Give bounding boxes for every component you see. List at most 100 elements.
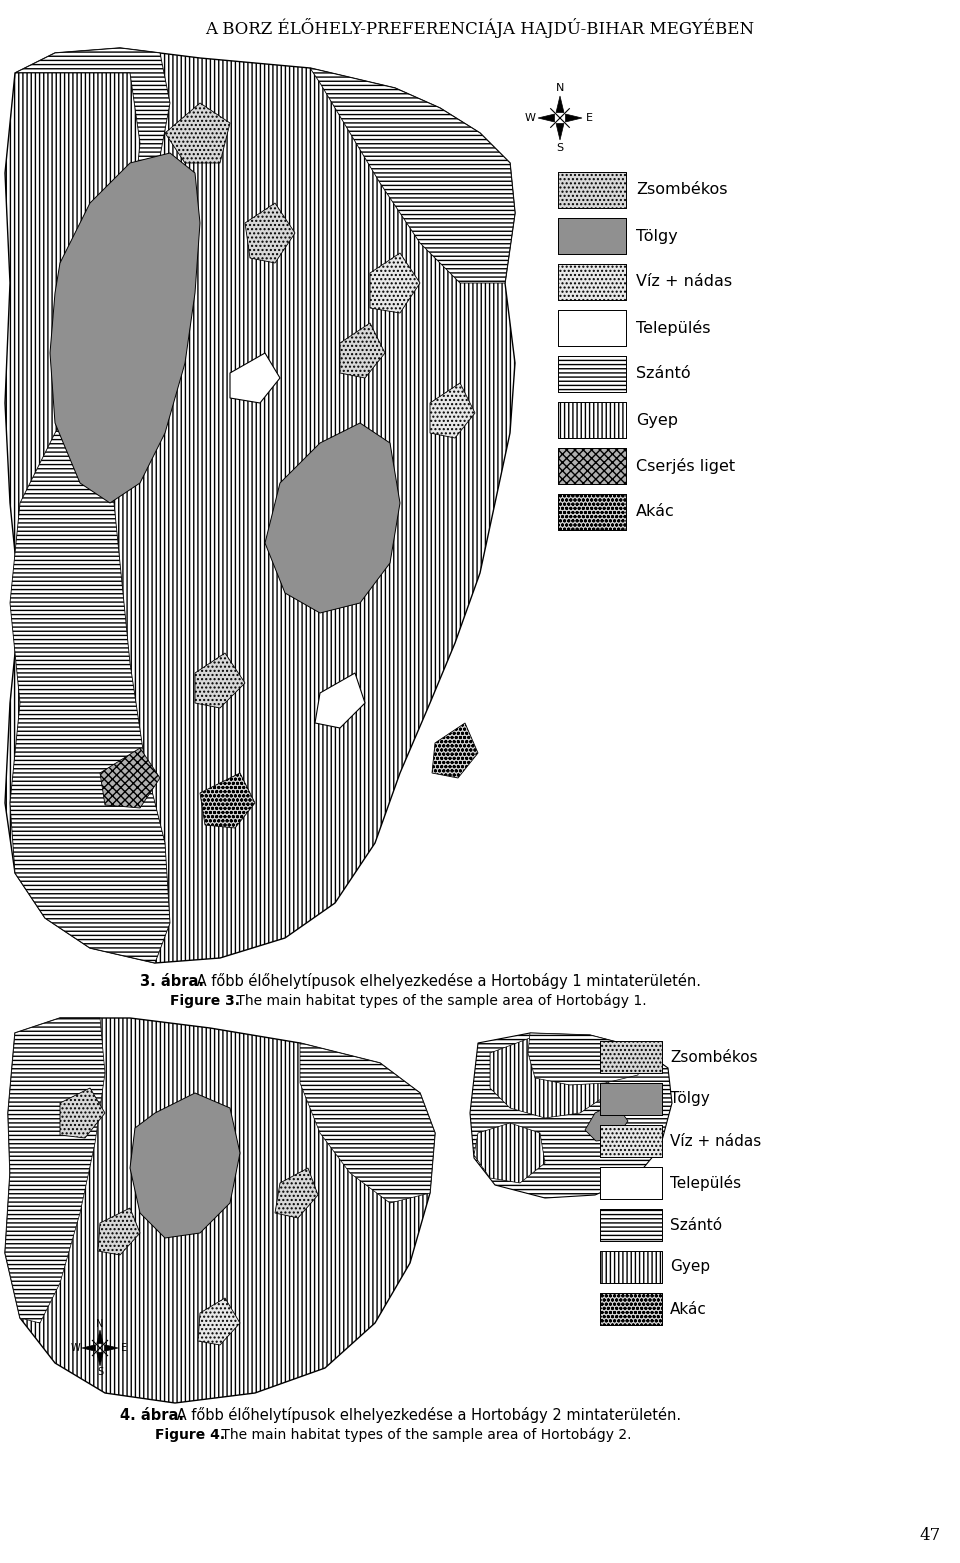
- Polygon shape: [315, 674, 365, 728]
- Polygon shape: [600, 1125, 662, 1157]
- Polygon shape: [558, 449, 626, 485]
- Polygon shape: [558, 217, 626, 255]
- Polygon shape: [558, 494, 626, 530]
- Polygon shape: [600, 1083, 662, 1114]
- Polygon shape: [490, 1038, 610, 1118]
- Text: 3. ábra.: 3. ábra.: [140, 974, 204, 988]
- Text: Gyep: Gyep: [670, 1260, 710, 1274]
- Polygon shape: [195, 653, 245, 708]
- Text: Akác: Akác: [636, 505, 675, 519]
- Text: A főbb élőhelytípusok elhelyezkedése a Hortobágy 2 mintaterületén.: A főbb élőhelytípusok elhelyezkedése a H…: [172, 1407, 682, 1422]
- Text: The main habitat types of the sample area of Hortobágy 1.: The main habitat types of the sample are…: [232, 994, 647, 1008]
- Polygon shape: [565, 114, 582, 122]
- Polygon shape: [600, 1041, 662, 1074]
- Polygon shape: [558, 494, 626, 530]
- Polygon shape: [370, 253, 420, 313]
- Polygon shape: [600, 1041, 662, 1074]
- Polygon shape: [97, 1352, 104, 1366]
- Polygon shape: [600, 1083, 662, 1114]
- Text: Gyep: Gyep: [636, 413, 678, 428]
- Polygon shape: [558, 264, 626, 300]
- Text: Tölgy: Tölgy: [670, 1091, 709, 1107]
- Text: Település: Település: [670, 1175, 741, 1191]
- Text: Zsombékos: Zsombékos: [670, 1049, 757, 1064]
- Text: The main habitat types of the sample area of Hortobágy 2.: The main habitat types of the sample are…: [217, 1427, 632, 1443]
- Polygon shape: [98, 1208, 140, 1255]
- Polygon shape: [600, 1293, 662, 1325]
- Text: 47: 47: [920, 1527, 941, 1544]
- Polygon shape: [470, 1033, 672, 1197]
- Text: Tölgy: Tölgy: [636, 228, 678, 244]
- Text: N: N: [556, 83, 564, 94]
- Text: Szántó: Szántó: [670, 1218, 722, 1233]
- Polygon shape: [5, 48, 515, 963]
- Text: W: W: [525, 113, 536, 123]
- Text: Figure 3.: Figure 3.: [170, 994, 240, 1008]
- Text: E: E: [121, 1343, 128, 1354]
- Text: Figure 4.: Figure 4.: [155, 1429, 226, 1443]
- Polygon shape: [265, 424, 400, 613]
- Polygon shape: [556, 95, 564, 113]
- Polygon shape: [556, 123, 564, 141]
- Text: Cserjés liget: Cserjés liget: [636, 458, 735, 474]
- Text: Szántó: Szántó: [636, 366, 690, 381]
- Polygon shape: [558, 264, 626, 300]
- Polygon shape: [558, 309, 626, 345]
- Text: A BORZ ÉLŐHELY-PREFERENCIÁJA HAJDÚ-BIHAR MEGYÉBEN: A BORZ ÉLŐHELY-PREFERENCIÁJA HAJDÚ-BIHAR…: [205, 19, 755, 38]
- Polygon shape: [538, 114, 555, 122]
- Polygon shape: [198, 1297, 240, 1346]
- Polygon shape: [130, 1093, 240, 1238]
- Polygon shape: [600, 1210, 662, 1241]
- Text: Akác: Akác: [670, 1302, 707, 1316]
- Polygon shape: [97, 1330, 104, 1344]
- Polygon shape: [558, 309, 626, 345]
- Polygon shape: [245, 203, 295, 263]
- Polygon shape: [165, 103, 230, 163]
- Text: S: S: [97, 1368, 103, 1377]
- Text: Víz + nádas: Víz + nádas: [636, 275, 732, 289]
- Polygon shape: [600, 1210, 662, 1241]
- Polygon shape: [200, 774, 255, 828]
- Polygon shape: [100, 749, 160, 808]
- Polygon shape: [432, 724, 478, 778]
- Polygon shape: [600, 1168, 662, 1199]
- Polygon shape: [5, 1018, 435, 1404]
- Text: E: E: [587, 113, 593, 123]
- Polygon shape: [558, 172, 626, 208]
- Text: W: W: [71, 1343, 81, 1354]
- Polygon shape: [558, 402, 626, 438]
- Polygon shape: [600, 1125, 662, 1157]
- Polygon shape: [585, 1103, 628, 1141]
- Polygon shape: [558, 356, 626, 392]
- Polygon shape: [600, 1250, 662, 1283]
- Polygon shape: [528, 1033, 640, 1085]
- Polygon shape: [558, 356, 626, 392]
- Text: Település: Település: [636, 320, 710, 336]
- Polygon shape: [5, 1018, 105, 1322]
- Polygon shape: [558, 449, 626, 485]
- Polygon shape: [50, 153, 200, 503]
- Text: 4. ábra.: 4. ábra.: [120, 1408, 184, 1422]
- Polygon shape: [558, 172, 626, 208]
- Polygon shape: [600, 1168, 662, 1199]
- Polygon shape: [300, 1043, 435, 1204]
- Polygon shape: [558, 402, 626, 438]
- Polygon shape: [230, 353, 280, 403]
- Polygon shape: [558, 217, 626, 255]
- Polygon shape: [60, 1088, 105, 1138]
- Polygon shape: [430, 383, 475, 438]
- Text: S: S: [557, 142, 564, 153]
- Text: N: N: [96, 1319, 104, 1329]
- Polygon shape: [340, 324, 385, 378]
- Text: Zsombékos: Zsombékos: [636, 183, 728, 197]
- Polygon shape: [275, 1168, 318, 1218]
- Text: A főbb élőhelytípusok elhelyezkedése a Hortobágy 1 mintaterületén.: A főbb élőhelytípusok elhelyezkedése a H…: [192, 974, 701, 989]
- Polygon shape: [474, 1122, 545, 1183]
- Polygon shape: [310, 69, 515, 283]
- Polygon shape: [600, 1293, 662, 1325]
- Polygon shape: [600, 1250, 662, 1283]
- Polygon shape: [105, 1344, 118, 1352]
- Polygon shape: [82, 1344, 95, 1352]
- Text: Víz + nádas: Víz + nádas: [670, 1133, 761, 1149]
- Polygon shape: [10, 48, 170, 963]
